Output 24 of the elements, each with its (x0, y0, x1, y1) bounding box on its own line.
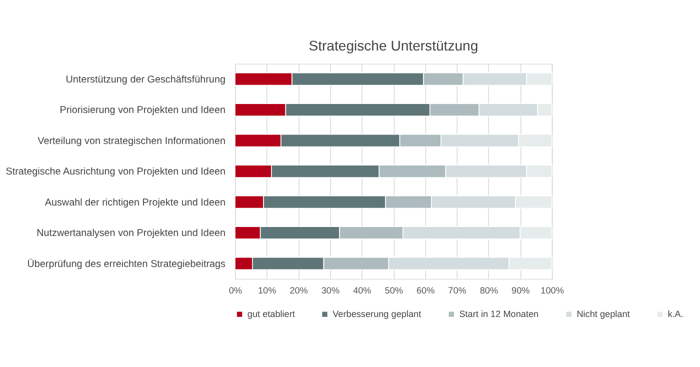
y-tick-label: Verteilung von strategischen Informationen (38, 136, 226, 147)
x-tick-label: 80% (480, 285, 498, 296)
legend-label: Verbesserung geplant (332, 308, 422, 319)
y-tick-label: Priorisierung von Projekten und Ideen (60, 105, 226, 116)
legend-label: Nicht geplant (576, 308, 630, 319)
y-tick-label: Nutzwertanalysen von Projekten und Ideen (36, 228, 226, 240)
y-tick-label: Überprüfung des erreichten Strategiebeitrags (27, 258, 226, 270)
x-tick-label: 70% (448, 285, 466, 296)
x-tick-label: 0% (228, 285, 242, 296)
x-tick-label: 90% (512, 285, 530, 296)
legend-label: gut etabliert (247, 308, 296, 319)
y-tick-label: Auswahl der richtigen Projekte und Ideen (44, 197, 226, 208)
x-tick-label: 50% (384, 285, 403, 296)
chart-title: Strategische Unterstützung (308, 37, 478, 54)
x-tick-label: 100% (540, 285, 564, 296)
x-tick-label: 30% (321, 285, 340, 296)
x-tick-label: 60% (416, 285, 435, 296)
x-tick-label: 20% (290, 285, 308, 296)
y-tick-label: Unterstützung der Geschäftsführung (66, 74, 226, 86)
legend-label: Start in 12 Monaten (459, 308, 539, 319)
x-tick-label: 10% (258, 285, 276, 296)
y-tick-label: Strategische Ausrichtung von Projekten und Ideen (6, 166, 226, 178)
legend-label: k.A. (668, 308, 684, 319)
x-tick-label: 40% (353, 285, 372, 296)
